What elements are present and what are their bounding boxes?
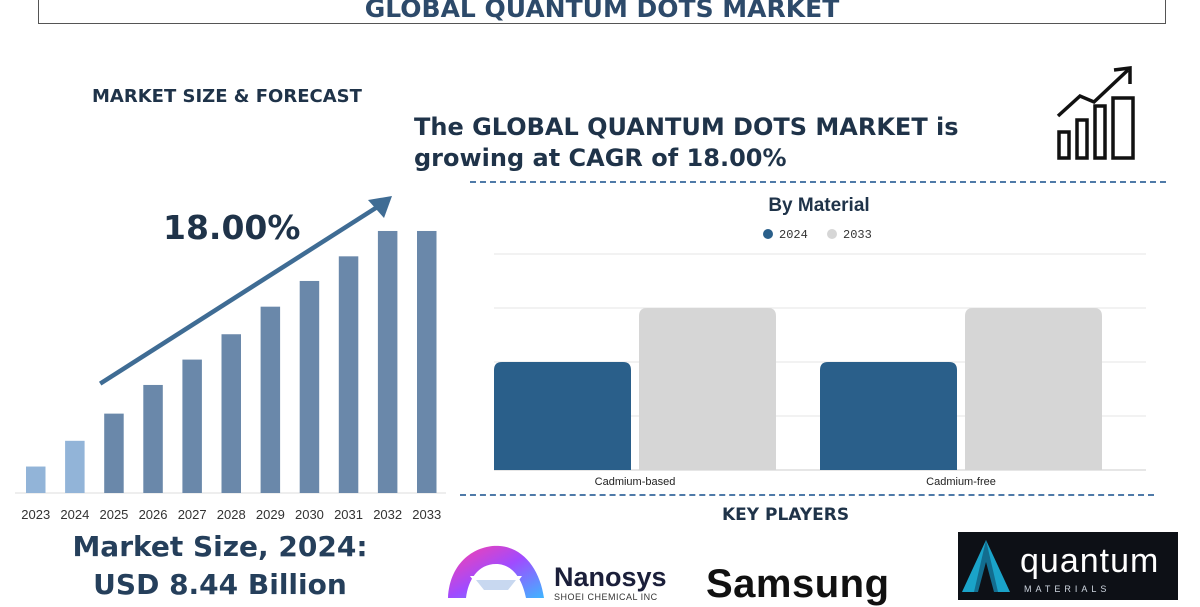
- trend-tick-2023: 2023: [21, 507, 50, 522]
- trend-bar-2026: [143, 384, 163, 493]
- trend-bar-2023: [26, 466, 46, 493]
- trend-bar-2033: [417, 230, 437, 493]
- trend-tick-2024: 2024: [60, 507, 89, 522]
- by-material-chart: By Material 2024 2033 Cadmium-based Cadmium-…: [494, 195, 1146, 488]
- growth-chart-icon: [1056, 66, 1135, 160]
- material-chart-title: By Material: [768, 195, 869, 216]
- trend-arrow-head: [368, 196, 392, 218]
- page-title: GLOBAL QUANTUM DOTS MARKET: [364, 0, 840, 23]
- samsung-wordmark: Samsung: [706, 562, 890, 606]
- headline: The GLOBAL QUANTUM DOTS MARKET is growin…: [414, 112, 1014, 174]
- quantum-materials-logo: quantum MATERIALS: [958, 532, 1178, 600]
- nanosys-emblem-icon: [448, 545, 544, 598]
- market-size-summary: Market Size, 2024: USD 8.44 Billion: [40, 528, 400, 604]
- trend-bar-2031: [338, 256, 359, 493]
- trend-tick-2029: 2029: [256, 507, 285, 522]
- cagr-highlight: 18.00%: [163, 208, 301, 247]
- quantum-triangle-icon: [962, 540, 1010, 592]
- nanosys-wordmark: Nanosys: [554, 562, 667, 592]
- key-players-label: KEY PLAYERS: [722, 505, 850, 525]
- headline-line-1: The GLOBAL QUANTUM DOTS MARKET is: [414, 113, 959, 141]
- divider-bottom: [460, 494, 1154, 496]
- material-bar-Cadmium-based-2033: [639, 308, 776, 470]
- trend-tick-2026: 2026: [139, 507, 168, 522]
- material-bar-Cadmium-free-2024: [820, 362, 957, 470]
- nanosys-subtitle: SHOEI CHEMICAL INC: [554, 592, 658, 602]
- trend-tick-2028: 2028: [217, 507, 246, 522]
- headline-line-2: growing at CAGR of 18.00%: [414, 144, 787, 172]
- divider-top: [470, 181, 1166, 183]
- samsung-logo: Samsung: [700, 556, 930, 606]
- legend-label-2024: 2024: [779, 228, 808, 242]
- material-bar-Cadmium-based-2024: [494, 362, 631, 470]
- legend-marker-2033: [827, 229, 837, 239]
- market-size-trend-chart: 2023 2024 2025 2026 2027 2028 2029 2030 2031 2032…: [15, 196, 446, 522]
- trend-bar-2024: [65, 440, 85, 493]
- section-label-market-size: MARKET SIZE & FORECAST: [92, 86, 362, 107]
- trend-tick-2027: 2027: [178, 507, 207, 522]
- trend-arrow-line: [98, 202, 384, 386]
- material-bar-Cadmium-free-2033: [965, 308, 1102, 470]
- title-banner: GLOBAL QUANTUM DOTS MARKET: [38, 0, 1166, 24]
- legend-label-2033: 2033: [843, 228, 872, 242]
- trend-tick-2031: 2031: [334, 507, 363, 522]
- trend-tick-2033: 2033: [412, 507, 441, 522]
- market-size-line-1: Market Size, 2024:: [72, 530, 368, 563]
- trend-tick-2030: 2030: [295, 507, 324, 522]
- trend-bar-2029: [260, 306, 281, 493]
- trend-bar-2032: [377, 230, 398, 493]
- material-category-label: Cadmium-free: [926, 476, 996, 488]
- material-category-label: Cadmium-based: [595, 476, 676, 488]
- trend-bar-2025: [104, 413, 124, 493]
- market-size-line-2: USD 8.44 Billion: [93, 568, 347, 601]
- nanosys-logo: Nanosys SHOEI CHEMICAL INC: [440, 540, 670, 602]
- trend-tick-2025: 2025: [99, 507, 128, 522]
- trend-bar-2030: [299, 280, 320, 493]
- legend-marker-2024: [763, 229, 773, 239]
- trend-tick-2032: 2032: [373, 507, 402, 522]
- trend-bar-2027: [182, 359, 202, 493]
- quantum-subtitle: MATERIALS: [1024, 584, 1111, 594]
- quantum-wordmark: quantum: [1020, 542, 1160, 580]
- trend-bar-2028: [221, 334, 241, 493]
